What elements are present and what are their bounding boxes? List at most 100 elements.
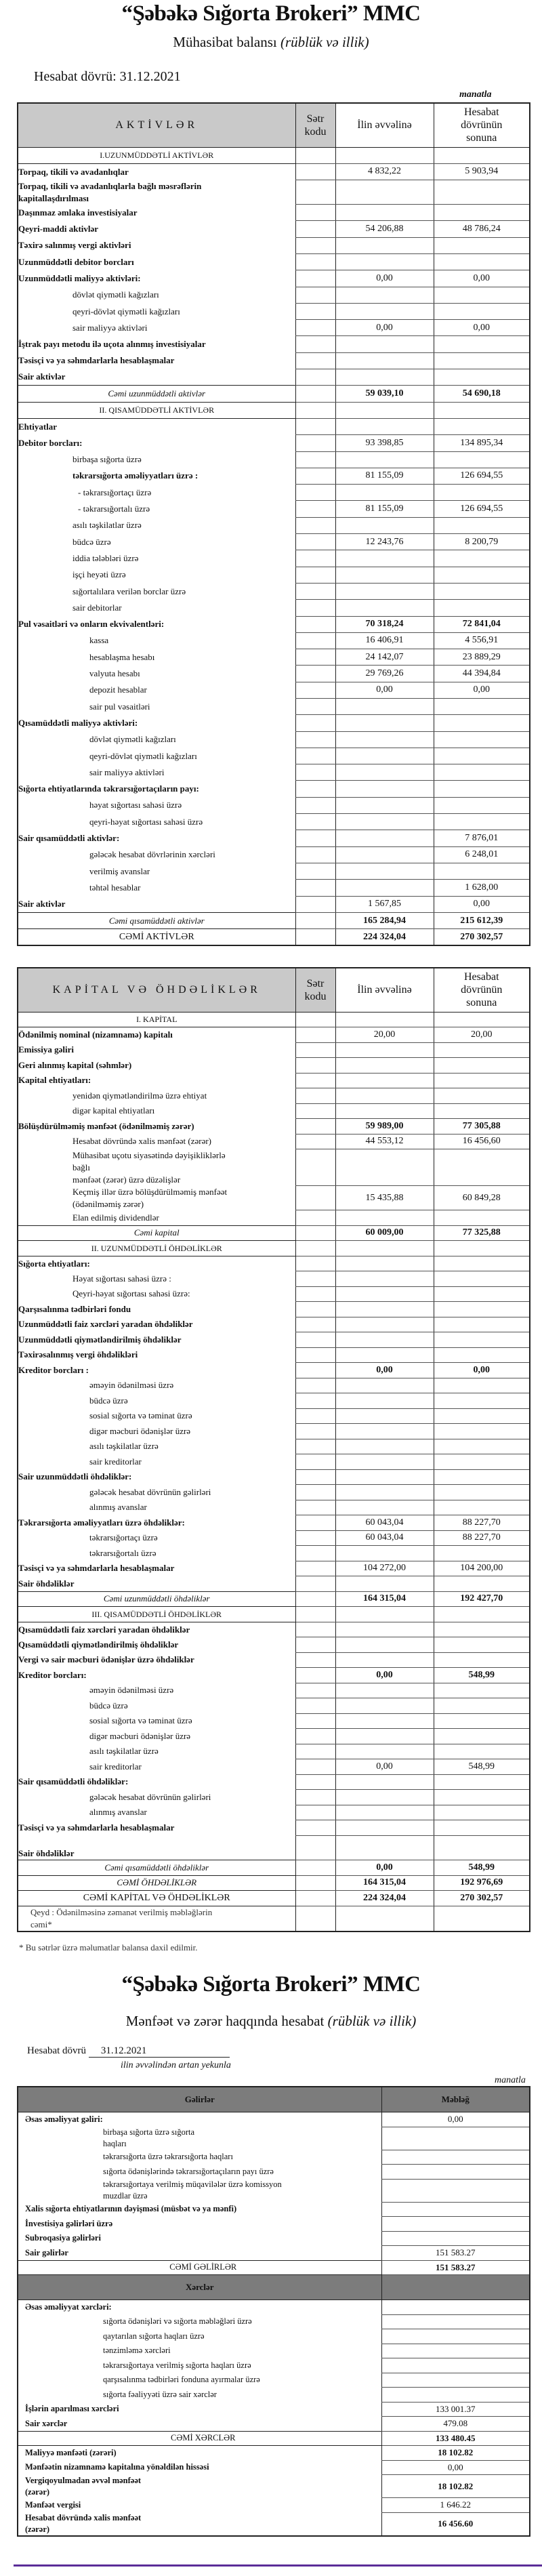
row-label: sosial sığorta və təminat üzrə	[89, 1715, 192, 1726]
row-code	[295, 303, 335, 321]
value-end	[433, 1210, 530, 1226]
row-code	[295, 237, 335, 254]
row-amount: 151 583.27	[381, 2245, 530, 2261]
row-code	[295, 1652, 335, 1668]
start-column-header: İlin əvvəlinə	[335, 102, 434, 148]
row-label: sosial sığorta və təminat üzrə	[89, 1410, 192, 1421]
table-row: həyat sığortası sahəsi üzrə	[18, 797, 530, 815]
value-end	[433, 1820, 530, 1836]
row-label: təkrarsığorta əməliyyatları üzrə :	[72, 470, 199, 481]
balance-currency: manatla	[459, 89, 492, 100]
value-start	[335, 352, 434, 370]
value-end	[433, 698, 530, 716]
value-end: 88 227,70	[433, 1515, 530, 1531]
row-label: İnvestisiya gəlirləri üzrə	[25, 2218, 113, 2228]
value-start	[335, 237, 434, 254]
table-row: asılı təşkilatlar üzrə	[18, 1744, 530, 1759]
table-row: Torpaq, tikili və avadanlıqlar 4 832,22 5 …	[18, 163, 530, 181]
row-code	[295, 500, 335, 518]
table-row: Təsisçi və ya səhmdarlarla hesablaşmalar	[18, 1820, 530, 1836]
value-end	[433, 303, 530, 321]
row-code	[295, 731, 335, 748]
row-amount: 479.08	[381, 2416, 530, 2432]
row-label: büdcə üzrə	[72, 536, 111, 547]
table-row: Qısamüddətli qiymətləndirilmiş öhdəliklə…	[18, 1637, 530, 1653]
row-label: - təkrarsığortalı üzrə	[78, 504, 150, 514]
row-label: sair pul vəsaitləri	[89, 701, 150, 712]
value-end	[433, 517, 530, 535]
value-end	[433, 369, 530, 386]
value-end: 215 612,39	[433, 912, 530, 930]
table-row: sair maliyyə aktivləri 0,00 0,00	[18, 319, 530, 337]
table-row: təkrarsığorta əməliyyatları üzrə : 81 155…	[18, 468, 530, 485]
table-row: gələcək hesabat dövrünün gəlirləri	[18, 1789, 530, 1805]
row-label: büdcə üzrə	[89, 1395, 128, 1406]
value-end	[433, 1713, 530, 1729]
row-code	[295, 912, 335, 930]
row-label: Əsas əməliyyat xərcləri:	[25, 2302, 112, 2312]
row-code	[295, 1042, 335, 1058]
table-row: Qarşısalınma tədbirləri fondu	[18, 1301, 530, 1317]
row-label: CƏMİ KAPİTAL VƏ ÖHDƏLİKLƏR	[18, 1890, 295, 1906]
value-start	[335, 1439, 434, 1454]
value-start: 165 284,94	[335, 912, 434, 930]
value-start: 44 553,12	[335, 1134, 434, 1149]
table-row: qarşısalınma tədbirləri fonduna ayırmala…	[18, 2373, 530, 2388]
table-row: qeyri-dövlət qiymətli kağızları	[18, 303, 530, 321]
row-label: hesablaşma hesabı	[89, 651, 155, 662]
value-start	[335, 1906, 434, 1931]
value-end: 77 325,88	[433, 1225, 530, 1241]
row-label: təkrarsığortaya verilmiş sığorta haqları…	[103, 2360, 251, 2370]
value-end	[433, 1256, 530, 1271]
row-code	[295, 1484, 335, 1500]
value-end	[433, 1683, 530, 1698]
table-row: Ödənilmiş nominal (nizamnamə) kapitalı 20…	[18, 1027, 530, 1043]
row-code	[295, 1225, 335, 1241]
value-end	[433, 1744, 530, 1759]
table-row: qeyri-dövlət qiymətli kağızları	[18, 748, 530, 765]
row-label: qaytarılan sığorta haqları üzrə	[103, 2331, 205, 2341]
table-row: sair debitorlar	[18, 599, 530, 617]
value-start	[335, 1149, 434, 1186]
row-code	[295, 1088, 335, 1104]
value-end	[433, 253, 530, 271]
table-row: Cəmi qısamüddətli aktivlər 165 284,94 215 …	[18, 912, 530, 930]
row-code	[295, 1906, 335, 1931]
row-label: Emissiya gəliri	[18, 1044, 74, 1055]
row-label: dövlət qiymətli kağızları	[72, 289, 159, 300]
value-end: 44 394,84	[433, 665, 530, 682]
table-row: büdcə üzrə 12 243,76 8 200,79	[18, 533, 530, 551]
row-code	[295, 1500, 335, 1515]
row-code	[295, 879, 335, 897]
value-start	[335, 764, 434, 781]
row-amount: 151 583.27	[381, 2260, 530, 2275]
value-end: 23 889,29	[433, 649, 530, 666]
value-start	[335, 846, 434, 863]
value-end: 0,00	[433, 682, 530, 699]
row-code	[295, 220, 335, 238]
expenses-header: Xərclər	[17, 2274, 382, 2300]
row-label: digər məcburi ödənişlər üzrə	[89, 1730, 191, 1741]
row-code	[295, 1698, 335, 1714]
value-start: 60 043,04	[335, 1515, 434, 1531]
table-row: qaytarılan sığorta haqları üzrə	[18, 2329, 530, 2344]
table-row: birbaşa sığorta üzrə	[18, 451, 530, 468]
value-start	[335, 1301, 434, 1317]
value-end	[433, 237, 530, 254]
divider-line	[14, 2564, 542, 2567]
table-row: İşlərin aparılması xərcləri 133 001.37	[18, 2402, 530, 2417]
row-code	[295, 714, 335, 732]
value-end: 60 849,28	[433, 1185, 530, 1210]
row-label: Xalis sığorta ehtiyatlarının dəyişməsi (…	[25, 2204, 237, 2214]
value-start	[335, 1240, 434, 1256]
value-end: 192 427,70	[433, 1591, 530, 1607]
row-label: Keçmiş illər üzrə bölüşdürülməmiş mənfəə…	[72, 1186, 228, 1209]
table-row: depozit hesablar 0,00 0,00	[18, 682, 530, 699]
row-label: Pul vəsaitləri və onların ekvivalentləri…	[18, 619, 165, 630]
table-row: Kapital ehtiyatları:	[18, 1073, 530, 1088]
value-end: 5 903,94	[433, 163, 530, 181]
row-label: CƏMİ GƏLİRLƏR	[18, 2260, 381, 2275]
row-label: III. QISAMÜDDƏTLİ ÖHDƏLİKLƏR	[18, 1606, 295, 1622]
table-row: İnvestisiya gəlirləri üzrə	[18, 2216, 530, 2232]
value-start: 81 155,09	[335, 468, 434, 485]
